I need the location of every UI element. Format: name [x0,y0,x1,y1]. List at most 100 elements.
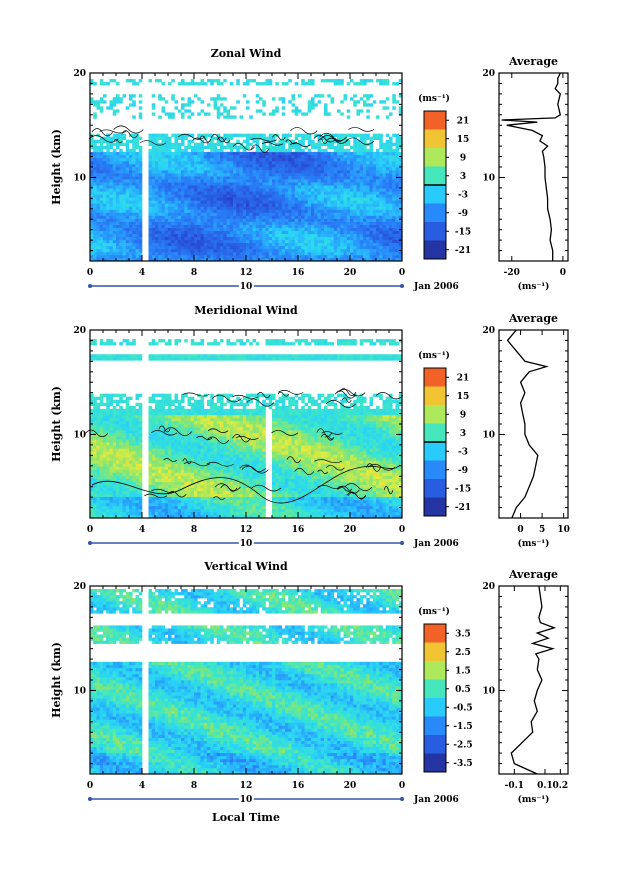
heatmap-cell [239,200,244,204]
heatmap-cell [216,148,221,153]
heatmap-cell [233,242,237,247]
heatmap-cell [164,245,169,250]
heatmap-cell [132,191,136,195]
heatmap-cell [317,200,322,204]
heatmap-cell [376,212,380,216]
heatmap-cell [249,182,253,186]
heatmap-cell [307,182,312,186]
heatmap-cell [93,339,97,343]
heatmap-cell [109,424,114,428]
heatmap-cell [112,103,117,107]
heatmap-cell [226,163,231,168]
heatmap-cell [132,203,136,207]
heatmap-cell [395,82,400,86]
heatmap-cell [223,194,227,198]
heatmap-cell [203,227,208,231]
heatmap-cell [236,157,240,162]
heatmap-cell [125,472,130,476]
heatmap-cell [116,215,120,219]
heatmap-cell [382,203,387,207]
heatmap-cell [138,200,143,204]
heatmap-cell [132,505,136,510]
heatmap-cell [164,145,169,150]
heatmap-cell [155,254,159,259]
heatmap-cell [314,221,318,225]
heatmap-cell [239,236,244,241]
heatmap-cell [171,200,175,204]
heatmap-cell [138,436,143,440]
heatmap-cell [129,463,133,467]
heatmap-cell [112,209,117,213]
heatmap-cell [135,420,140,425]
heatmap-cell [103,200,107,204]
heatmap-cell [132,170,136,174]
heatmap-cell [109,188,114,192]
heatmap-cell [392,215,396,219]
heatmap-cell [200,173,205,177]
heatmap-cell [90,342,94,346]
heatmap-cell [207,230,211,235]
heatmap-cell [125,499,130,504]
heatmap-cell [171,218,175,222]
heatmap-cell [327,248,331,253]
heatmap-cell [106,411,110,416]
heatmap-cell [337,251,341,256]
heatmap-cell [103,157,107,162]
heatmap-cell [122,457,127,461]
heatmap-cell [324,245,328,250]
heatmap-cell [122,445,127,449]
heatmap-cell [122,424,127,428]
heatmap-cell [181,206,185,210]
heatmap-cell [350,163,354,168]
heatmap-cell [395,194,400,198]
heatmap-cell [171,188,175,192]
heatmap-cell [398,160,403,165]
heatmap-cell [268,215,273,219]
heatmap-cell [116,160,120,165]
heatmap-cell [275,248,279,253]
heatmap-cell [229,251,234,256]
heatmap-cell [99,457,104,461]
heatmap-cell [158,79,162,83]
heatmap-cell [382,163,387,168]
heatmap-cell [288,154,292,159]
heatmap-cell [138,112,143,116]
heatmap-cell [327,200,331,204]
heatmap-cell [392,188,396,192]
heatmap-cell [376,179,380,183]
heatmap-cell [249,197,253,201]
heatmap-cell [203,173,208,177]
heatmap-cell [356,254,361,259]
heatmap-cell [164,191,169,195]
heatmap-cell [210,163,214,168]
heatmap-cell [129,487,133,492]
heatmap-cell [366,203,370,207]
heatmap-cell [298,160,302,165]
heatmap-cell [246,251,250,256]
heatmap-cell [259,109,263,113]
heatmap-cell [262,176,266,180]
heatmap-cell [242,239,247,244]
heatmap-cell [294,257,299,262]
heatmap-cell [298,221,302,225]
heatmap-cell [197,173,201,177]
heatmap-cell [116,245,120,250]
heatmap-cell [372,239,377,244]
heatmap-cell [158,212,162,216]
heatmap-cell [246,185,250,189]
heatmap-cell [122,194,127,198]
heatmap-cell [288,100,292,104]
heatmap-cell [122,496,127,501]
heatmap-cell [275,160,279,165]
heatmap-cell [138,176,143,180]
heatmap-cell [337,79,341,83]
heatmap-cell [184,191,188,195]
heatmap-cell [330,197,335,201]
heatmap-cell [174,151,179,156]
heatmap-cell [112,112,117,116]
heatmap-cell [333,227,338,231]
heatmap-cell [99,469,104,473]
heatmap-cell [96,251,101,256]
heatmap-cell [200,215,205,219]
heatmap-cell [207,245,211,250]
